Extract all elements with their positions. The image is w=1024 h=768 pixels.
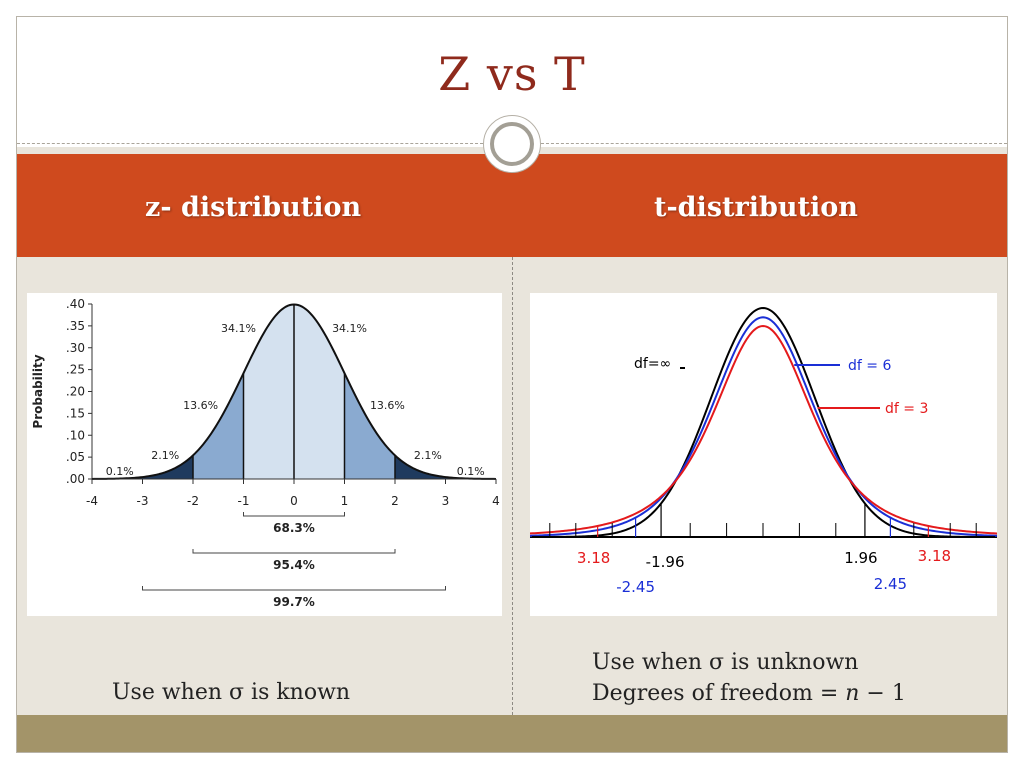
z-coverage-label: 95.4% [273, 558, 315, 572]
t-critical-label: -1.96 [646, 553, 685, 571]
circle-ornament-ring [490, 122, 534, 166]
t-legend-label: df=∞ [634, 356, 671, 372]
slide-title: Z vs T [438, 47, 586, 101]
t-critical-label: 3.18 [918, 547, 951, 565]
z-y-tick-label: .00 [66, 472, 85, 486]
z-coverage-bracket [243, 512, 345, 517]
t-usage-line-2: Degrees of freedom = 𝑛 − 1 [592, 681, 906, 706]
z-chart-panel: Probability .00 .05 .10 .15 .20 .25 .30 .35 .40 -4… [27, 293, 502, 616]
t-usage-line-1: Use when σ is unknown [592, 650, 859, 675]
z-usage-note: Use when σ is known [112, 677, 350, 708]
z-normal-curve [91, 303, 497, 480]
z-x-tick-label: 2 [391, 494, 399, 508]
z-region-label: 2.1% [151, 449, 179, 462]
z-coverage-bracket [142, 586, 446, 591]
circle-ornament-icon [483, 115, 541, 173]
z-x-tick-label: 1 [341, 494, 349, 508]
z-y-tick-label: .05 [66, 450, 85, 464]
t-critical-label: 1.96 [844, 549, 877, 567]
z-coverage-label: 99.7% [273, 595, 315, 609]
t-distribution-heading: t-distribution [654, 192, 858, 223]
z-y-tick-label: .25 [66, 363, 85, 377]
z-x-tick-label: 4 [492, 494, 500, 508]
z-coverage-label: 68.3% [273, 521, 315, 535]
t-distribution-chart: 3.18 -2.45 -1.96 1.96 2.45 3.18 df=∞ df = 6 df =… [528, 306, 998, 596]
title-divider-right [541, 143, 1007, 144]
t-series-curve [528, 325, 998, 535]
z-distribution-chart: Probability .00 .05 .10 .15 .20 .25 .30 .35 .40 -4… [31, 297, 500, 609]
z-distribution-heading: z- distribution [145, 192, 362, 223]
z-x-tick-label: -1 [238, 494, 250, 508]
z-x-tick-label: -4 [86, 494, 98, 508]
z-y-tick-label: .35 [66, 319, 85, 333]
z-y-tick-label: .10 [66, 428, 85, 442]
z-region-label: 0.1% [457, 465, 485, 478]
t-critical-label: -2.45 [616, 578, 655, 596]
z-region-label: 34.1% [221, 322, 256, 335]
t-series-curve [529, 306, 997, 538]
z-y-tick-label: .20 [66, 385, 85, 399]
t-chart-panel: 3.18 -2.45 -1.96 1.96 2.45 3.18 df=∞ df = 6 df =… [528, 293, 998, 616]
z-y-axis-label: Probability [31, 354, 45, 428]
z-x-tick-label: -2 [187, 494, 199, 508]
z-region-label: 2.1% [414, 449, 442, 462]
slide-frame: Z vs T z- distribution t-distribution Pr… [16, 16, 1008, 753]
z-region-label: 34.1% [332, 322, 367, 335]
z-region-fill [142, 455, 193, 479]
t-legend-label: df = 6 [848, 358, 891, 374]
z-y-tick-label: .40 [66, 297, 85, 311]
z-region-label: 0.1% [106, 465, 134, 478]
z-usage-line: Use when σ is known [112, 680, 351, 705]
z-y-tick-label: .30 [66, 341, 85, 355]
z-x-tick-label: -3 [137, 494, 149, 508]
header-band: z- distribution t-distribution [17, 154, 1007, 257]
z-x-tick-label: 3 [442, 494, 450, 508]
z-coverage-bracket [192, 549, 396, 554]
t-legend-label: df = 3 [885, 401, 928, 417]
z-x-tick-label: 0 [290, 494, 298, 508]
title-divider-left [17, 143, 483, 144]
z-region-fill [395, 455, 446, 479]
column-divider [512, 257, 513, 715]
z-y-tick-label: .15 [66, 406, 85, 420]
t-critical-label: 2.45 [874, 575, 907, 593]
z-region-label: 13.6% [183, 399, 218, 412]
z-region-label: 13.6% [370, 399, 405, 412]
t-series-curve [528, 316, 998, 537]
t-critical-label: 3.18 [577, 549, 610, 567]
footer-band [17, 715, 1007, 752]
t-usage-note: Use when σ is unknown Degrees of freedom… [592, 647, 906, 709]
